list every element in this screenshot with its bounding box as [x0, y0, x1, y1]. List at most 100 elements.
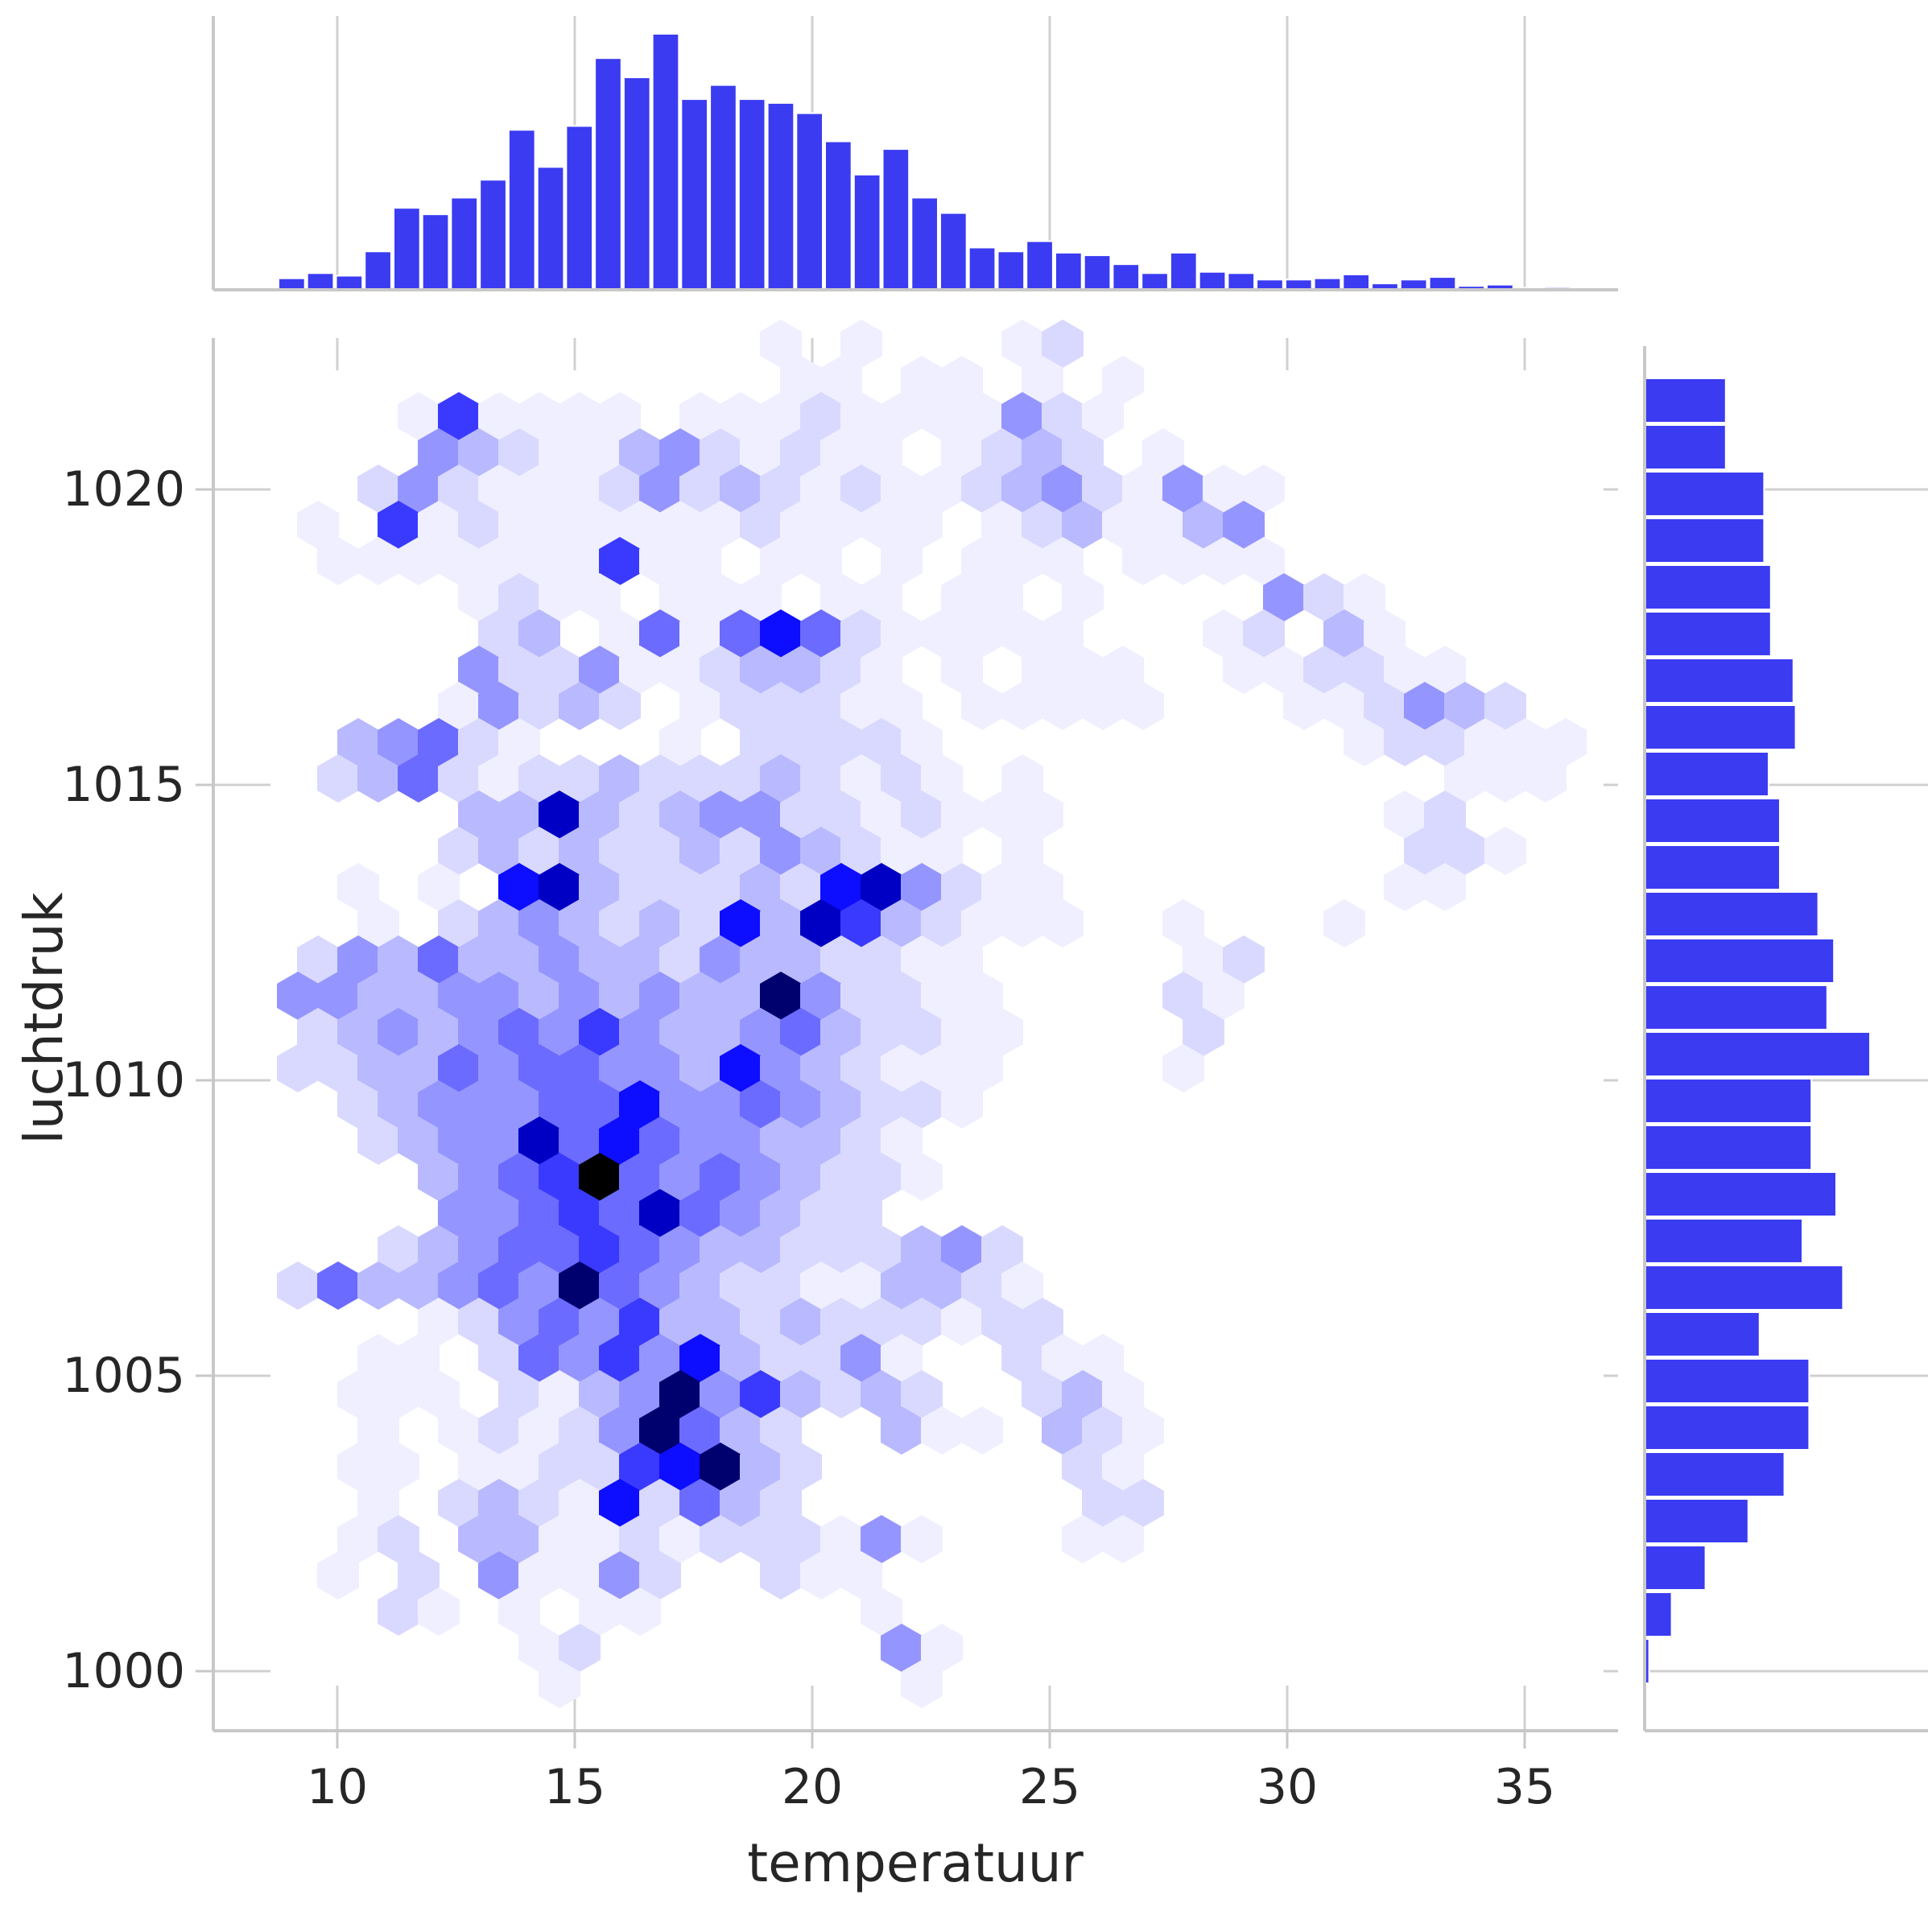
- y-tick-label: 1010: [62, 1052, 185, 1108]
- hexbin-cell: [639, 1479, 681, 1527]
- right-hist-bar: [1644, 1311, 1761, 1357]
- hexbin-cell: [679, 1117, 721, 1165]
- hexbin-cell: [961, 899, 1003, 947]
- hexbin-cell: [1042, 537, 1084, 585]
- hexbin-cell: [438, 1044, 480, 1092]
- hexbin-cell: [861, 1298, 902, 1346]
- hexbin-cell: [498, 1298, 540, 1346]
- hexbin-cell: [498, 1225, 540, 1274]
- hexbin-cell: [398, 754, 440, 803]
- hexbin-cell: [1203, 464, 1245, 513]
- hexbin-cell: [941, 863, 983, 911]
- hexbin-cell: [1042, 609, 1084, 658]
- hexbin-cell: [840, 464, 882, 513]
- hexbin-cell: [458, 646, 500, 694]
- hexbin-cell: [478, 1044, 520, 1092]
- hexbin-cell: [1243, 537, 1285, 585]
- hexbin-cell: [438, 1406, 480, 1455]
- hexbin-cell: [398, 1261, 440, 1310]
- hexbin-cell: [921, 392, 963, 440]
- hexbin-cell: [941, 935, 983, 984]
- hexbin-cell: [961, 1261, 1003, 1310]
- hexbin-cell: [780, 1515, 822, 1563]
- hexbin-cell: [418, 863, 460, 911]
- hexbin-cell: [438, 682, 480, 730]
- hexbin-cell: [1102, 1443, 1144, 1491]
- right-hist-bar: [1644, 1591, 1673, 1637]
- hexbin-cell: [679, 464, 721, 513]
- hexbin-cell: [539, 1370, 580, 1418]
- hexbin-cell: [760, 464, 802, 513]
- hexbin-cell: [357, 972, 399, 1020]
- right-hist-bar: [1644, 1171, 1837, 1217]
- hexbin-cell: [337, 935, 379, 984]
- hexbin-cell: [1263, 646, 1305, 694]
- hexbin-cell: [679, 609, 721, 658]
- hexbin-cell: [800, 899, 842, 947]
- hexbin-cell: [458, 935, 500, 984]
- right-hist-bar: [1644, 1358, 1810, 1404]
- hexbin-cell: [720, 827, 762, 875]
- hexbin-cell: [901, 501, 943, 549]
- hexbin-cell: [1122, 1479, 1164, 1527]
- hexbin-cell: [921, 609, 963, 658]
- top-hist-bar: [939, 212, 968, 291]
- hexbin-cell: [317, 754, 359, 803]
- hexbin-cell: [418, 935, 460, 984]
- hexbin-cell: [317, 1551, 359, 1600]
- hexbin-cell: [800, 464, 842, 513]
- hexbin-cell: [539, 935, 580, 984]
- hexbin-cell: [981, 1008, 1023, 1056]
- hexbin-cell: [438, 464, 480, 513]
- hexbin-cell: [1022, 1370, 1063, 1418]
- hexbin-cell: [740, 1370, 782, 1418]
- hexbin-cell: [1001, 464, 1043, 513]
- top-hist-bar: [766, 101, 795, 291]
- hexbin-cell: [881, 1261, 923, 1310]
- hexbin-cell: [881, 609, 923, 658]
- hexbin-cell: [639, 1334, 681, 1382]
- top-hist-bar: [1026, 240, 1054, 291]
- hexbin-cell: [337, 1008, 379, 1056]
- hexbin-cell: [820, 1008, 862, 1056]
- hexbin-cell: [579, 1298, 621, 1346]
- hexbin-cell: [820, 1298, 862, 1346]
- hexbin-cell: [518, 827, 560, 875]
- hexbin-cell: [559, 972, 601, 1020]
- hexbin-cell: [740, 1298, 782, 1346]
- hexbin-cell: [518, 537, 560, 585]
- hexbin-cell: [559, 754, 601, 803]
- hexbin-cell: [800, 1117, 842, 1165]
- hexbin-cell: [881, 392, 923, 440]
- hexbin-cell: [357, 537, 399, 585]
- hexbin-cell: [921, 972, 963, 1020]
- hexbin-cell: [518, 1117, 560, 1165]
- hexbin-cell: [619, 646, 661, 694]
- hexbin-cell: [861, 1225, 902, 1274]
- hexbin-cell: [498, 1008, 540, 1056]
- hexbin-cell: [820, 1515, 862, 1563]
- hexbin-cell: [458, 791, 500, 839]
- hexbin-cell: [619, 935, 661, 984]
- hexbin-cell: [981, 863, 1023, 911]
- hexbin-cell: [1022, 863, 1063, 911]
- hexbin-cell: [740, 1153, 782, 1201]
- hexbin-cell: [579, 646, 621, 694]
- hexbin-cell: [820, 573, 862, 621]
- right-hist-bar: [1644, 891, 1819, 937]
- hexbin-cell: [961, 682, 1003, 730]
- hexbin-cell: [1203, 609, 1245, 658]
- hexbin-cell: [438, 754, 480, 803]
- hexbin-cell: [941, 791, 983, 839]
- hexbin-cell: [800, 392, 842, 440]
- hexbin-cell: [1384, 646, 1426, 694]
- hexbin-cell: [760, 754, 802, 803]
- hexbin-cell: [357, 899, 399, 947]
- hexbin-cell: [619, 501, 661, 549]
- hexbin-cell: [941, 1080, 983, 1129]
- hexbin-cell: [559, 682, 601, 730]
- hexbin-cell: [861, 935, 902, 984]
- hexbin-cell: [438, 392, 480, 440]
- hexbin-cell: [659, 791, 701, 839]
- hexbin-cell: [639, 1189, 681, 1237]
